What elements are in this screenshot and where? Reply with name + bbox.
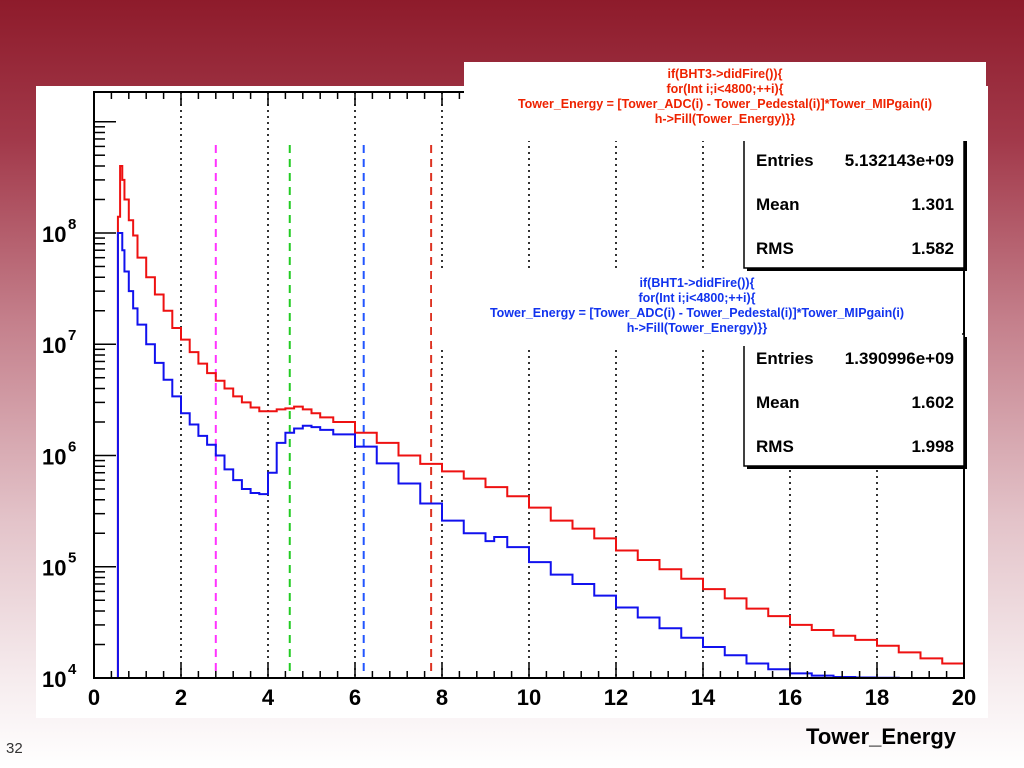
- stats-code-box-bht3: if(BHT3->didFire()){ for(Int i;i<4800;++…: [464, 62, 986, 141]
- stat-label: Entries: [756, 349, 814, 368]
- y-tick-exponent: 6: [68, 438, 76, 455]
- y-tick-exponent: 5: [68, 550, 76, 567]
- stat-label: Entries: [756, 151, 814, 170]
- x-tick-label: 0: [88, 685, 100, 710]
- x-tick-label: 20: [952, 685, 976, 710]
- threshold-lines: [214, 145, 433, 678]
- stats-code-box-bht1: if(BHT1->didFire()){ for(Int i;i<4800;++…: [432, 272, 962, 346]
- stat-value: 1.998: [911, 437, 954, 456]
- code-line: if(BHT3->didFire()){: [667, 67, 783, 81]
- series-lines: [115, 164, 965, 679]
- stat-value: 1.602: [911, 393, 954, 412]
- stat-value: 5.132143e+09: [845, 151, 954, 170]
- y-tick-label: 10: [42, 222, 66, 247]
- stat-boxes: Entries 5.132143e+09 Mean 1.301 RMS 1.582 Entr…: [743, 135, 967, 469]
- x-tick-label: 14: [691, 685, 716, 710]
- x-tick-label: 6: [349, 685, 361, 710]
- x-tick-label: 16: [778, 685, 802, 710]
- x-tick-label: 4: [262, 685, 275, 710]
- stat-box-1: [743, 333, 965, 467]
- x-axis-title: Tower_Energy: [806, 724, 957, 749]
- x-tick-label: 12: [604, 685, 628, 710]
- stat-value: 1.582: [911, 239, 954, 258]
- stat-label: Mean: [756, 393, 799, 412]
- code-line: h->Fill(Tower_Energy)}}: [626, 321, 768, 335]
- x-tick-label: 2: [175, 685, 187, 710]
- y-tick-label: 10: [42, 444, 66, 469]
- y-tick-label: 10: [42, 556, 66, 581]
- y-tick-label: 10: [42, 333, 66, 358]
- stat-value: 1.301: [911, 195, 954, 214]
- stat-label: RMS: [756, 239, 794, 258]
- y-tick-label: 10: [42, 667, 66, 692]
- page-number: 32: [6, 740, 23, 757]
- y-tick-exponent: 8: [68, 216, 76, 233]
- x-tick-label: 10: [517, 685, 541, 710]
- series-line-0: [115, 164, 965, 679]
- x-tick-label: 8: [436, 685, 448, 710]
- stat-label: RMS: [756, 437, 794, 456]
- series-line-1: [115, 231, 906, 679]
- code-line: if(BHT1->didFire()){: [639, 276, 755, 290]
- stat-box-0: [743, 135, 965, 269]
- code-line: Tower_Energy = [Tower_ADC(i) - Tower_Ped…: [517, 97, 933, 111]
- code-line: Tower_Energy = [Tower_ADC(i) - Tower_Ped…: [489, 306, 905, 320]
- stat-label: Mean: [756, 195, 799, 214]
- stat-value: 1.390996e+09: [845, 349, 954, 368]
- x-tick-label: 18: [865, 685, 889, 710]
- code-line: h->Fill(Tower_Energy)}}: [654, 112, 796, 126]
- y-tick-exponent: 7: [68, 327, 76, 344]
- y-tick-exponent: 4: [68, 661, 77, 678]
- code-line: for(Int i;i<4800;++i){: [638, 291, 756, 305]
- code-line: for(Int i;i<4800;++i){: [666, 82, 784, 96]
